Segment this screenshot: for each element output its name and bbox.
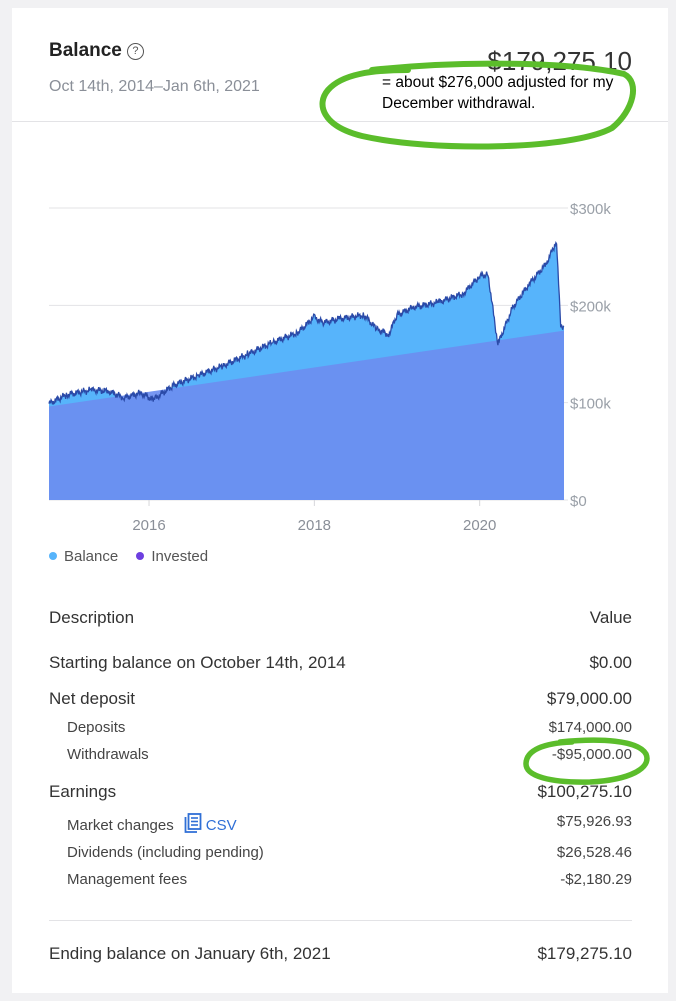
y-axis-ticks: $300k $200k $100k $0 (570, 201, 611, 510)
y-tick-label: $0 (570, 493, 587, 510)
legend-label-invested: Invested (151, 548, 209, 565)
net-deposit-value: $79,000.00 (546, 689, 632, 708)
column-header-value: Value (589, 608, 632, 627)
csv-label: CSV (205, 817, 237, 834)
y-tick-label: $200k (570, 298, 611, 315)
balance-title: Balance? (49, 40, 144, 62)
legend-dot-balance (49, 552, 57, 560)
x-axis-ticks: 2016 2018 2020 (132, 517, 496, 534)
y-tick-label: $100k (570, 396, 611, 413)
starting-balance-label: Starting balance on October 14th, 2014 (49, 653, 346, 672)
y-tick-label: $300k (570, 201, 611, 218)
annotation-note: = about $276,000 adjusted for my Decembe… (382, 74, 614, 112)
market-changes-value: $75,926.93 (556, 813, 632, 830)
net-deposit-label: Net deposit (49, 689, 135, 708)
legend-item-invested[interactable]: Invested (136, 548, 208, 565)
ending-balance-label: Ending balance on January 6th, 2021 (49, 944, 331, 963)
management-fees-value: -$2,180.29 (560, 871, 632, 888)
deposits-value: $174,000.00 (548, 719, 632, 736)
question-circle-icon[interactable]: ? (126, 43, 144, 60)
legend-item-balance[interactable]: Balance (49, 548, 118, 565)
document-list-icon (184, 813, 202, 837)
ending-balance-value: $179,275.10 (537, 944, 632, 963)
deposits-label: Deposits (67, 719, 126, 736)
date-range: Oct 14th, 2014–Jan 6th, 2021 (49, 78, 260, 95)
balance-line (48, 241, 565, 406)
chart-legend: Balance Invested (49, 548, 222, 565)
x-tick-label: 2020 (463, 517, 496, 534)
invested-area (49, 330, 564, 500)
management-fees-label: Management fees (67, 871, 188, 888)
chart-areas (48, 241, 565, 501)
table-divider (49, 920, 632, 921)
balance-title-text: Balance (49, 40, 122, 61)
starting-balance-value: $0.00 (589, 653, 632, 672)
legend-dot-invested (136, 552, 145, 560)
market-changes-label: Market changes (67, 817, 174, 834)
x-tick-label: 2016 (132, 517, 165, 534)
x-tick-label: 2018 (298, 517, 331, 534)
legend-label-balance: Balance (64, 548, 119, 565)
balance-card: Balance? Oct 14th, 2014–Jan 6th, 2021 $1… (12, 8, 668, 993)
withdrawals-label: Withdrawals (67, 746, 149, 763)
column-header-description: Description (49, 608, 135, 627)
balance-chart: $300k $200k $100k $0 2016 2018 2020 (48, 201, 611, 534)
earnings-label: Earnings (49, 782, 117, 801)
dividends-value: $26,528.46 (556, 844, 632, 861)
market-changes-cell: Market changes CSV (67, 813, 237, 837)
csv-download-link[interactable]: CSV (184, 813, 237, 834)
withdrawals-value: -$95,000.00 (551, 746, 632, 763)
dividends-label: Dividends (including pending) (67, 844, 264, 861)
earnings-value: $100,275.10 (537, 782, 632, 801)
